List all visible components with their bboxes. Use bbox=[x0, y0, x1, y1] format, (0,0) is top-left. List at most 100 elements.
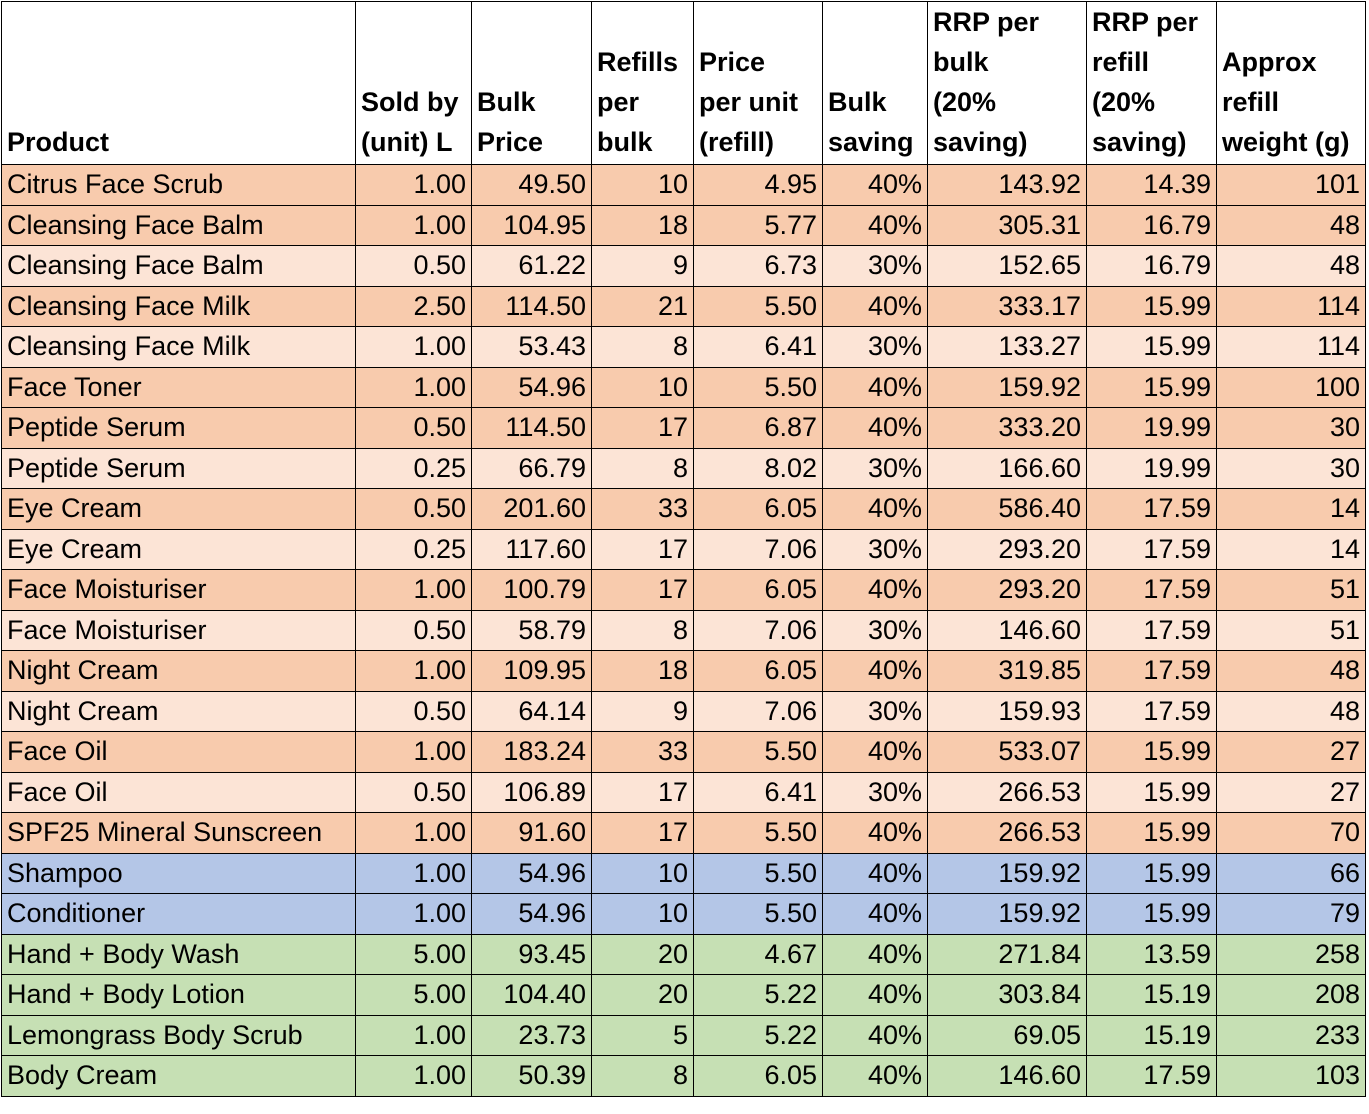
value-cell: 40% bbox=[822, 812, 928, 854]
header-cell: RRP per refill (20% saving) bbox=[1086, 1, 1217, 165]
value-cell: 20 bbox=[591, 933, 694, 975]
value-cell: 1.00 bbox=[355, 812, 472, 854]
product-cell: Face Moisturiser bbox=[1, 569, 356, 611]
value-cell: 133.27 bbox=[927, 326, 1087, 368]
value-cell: 48 bbox=[1216, 204, 1366, 246]
value-cell: 17.59 bbox=[1086, 528, 1217, 570]
value-cell: 17.59 bbox=[1086, 488, 1217, 530]
value-cell: 586.40 bbox=[927, 488, 1087, 530]
value-cell: 40% bbox=[822, 650, 928, 692]
value-cell: 40% bbox=[822, 852, 928, 894]
value-cell: 15.99 bbox=[1086, 326, 1217, 368]
value-cell: 30 bbox=[1216, 447, 1366, 489]
value-cell: 258 bbox=[1216, 933, 1366, 975]
value-cell: 6.41 bbox=[693, 771, 823, 813]
table-row: Lemongrass Body Scrub 1.00 23.73 5 5.22 40% 69… bbox=[1, 1014, 1366, 1056]
value-cell: 1.00 bbox=[355, 366, 472, 408]
value-cell: 54.96 bbox=[471, 366, 592, 408]
value-cell: 10 bbox=[591, 893, 694, 935]
header-cell: RRP per bulk (20% saving) bbox=[927, 1, 1087, 165]
value-cell: 109.95 bbox=[471, 650, 592, 692]
value-cell: 319.85 bbox=[927, 650, 1087, 692]
value-cell: 0.50 bbox=[355, 771, 472, 813]
value-cell: 0.50 bbox=[355, 245, 472, 287]
value-cell: 15.99 bbox=[1086, 852, 1217, 894]
value-cell: 8.02 bbox=[693, 447, 823, 489]
value-cell: 293.20 bbox=[927, 569, 1087, 611]
value-cell: 15.19 bbox=[1086, 974, 1217, 1016]
value-cell: 54.96 bbox=[471, 852, 592, 894]
value-cell: 8 bbox=[591, 609, 694, 651]
table-row: Face Toner 1.00 54.96 10 5.50 40% 159.92 15.99 1… bbox=[1, 366, 1366, 408]
value-cell: 5.22 bbox=[693, 974, 823, 1016]
value-cell: 266.53 bbox=[927, 771, 1087, 813]
value-cell: 69.05 bbox=[927, 1014, 1087, 1056]
value-cell: 305.31 bbox=[927, 204, 1087, 246]
product-cell: Face Oil bbox=[1, 731, 356, 773]
value-cell: 16.79 bbox=[1086, 204, 1217, 246]
value-cell: 201.60 bbox=[471, 488, 592, 530]
header-cell: Sold by (unit) L bbox=[355, 1, 472, 165]
value-cell: 117.60 bbox=[471, 528, 592, 570]
value-cell: 40% bbox=[822, 366, 928, 408]
value-cell: 5.00 bbox=[355, 933, 472, 975]
value-cell: 18 bbox=[591, 650, 694, 692]
value-cell: 17.59 bbox=[1086, 690, 1217, 732]
value-cell: 48 bbox=[1216, 245, 1366, 287]
product-cell: Cleansing Face Balm bbox=[1, 204, 356, 246]
product-cell: SPF25 Mineral Sunscreen bbox=[1, 812, 356, 854]
value-cell: 100.79 bbox=[471, 569, 592, 611]
value-cell: 17.59 bbox=[1086, 650, 1217, 692]
product-cell: Eye Cream bbox=[1, 528, 356, 570]
value-cell: 17.59 bbox=[1086, 1055, 1217, 1097]
value-cell: 9 bbox=[591, 245, 694, 287]
value-cell: 114 bbox=[1216, 285, 1366, 327]
table-row: Night Cream 0.50 64.14 9 7.06 30% 159.93 17.59 4… bbox=[1, 690, 1366, 732]
value-cell: 10 bbox=[591, 164, 694, 206]
table-row: Night Cream 1.00 109.95 18 6.05 40% 319.85 17.5… bbox=[1, 650, 1366, 692]
value-cell: 33 bbox=[591, 731, 694, 773]
value-cell: 8 bbox=[591, 326, 694, 368]
value-cell: 10 bbox=[591, 366, 694, 408]
value-cell: 6.87 bbox=[693, 407, 823, 449]
product-cell: Peptide Serum bbox=[1, 407, 356, 449]
value-cell: 40% bbox=[822, 488, 928, 530]
value-cell: 48 bbox=[1216, 690, 1366, 732]
table-row: Peptide Serum 0.50 114.50 17 6.87 40% 333.20 19… bbox=[1, 407, 1366, 449]
table-row: Face Moisturiser 0.50 58.79 8 7.06 30% 146.60 1… bbox=[1, 609, 1366, 651]
value-cell: 15.99 bbox=[1086, 366, 1217, 408]
value-cell: 27 bbox=[1216, 771, 1366, 813]
value-cell: 15.99 bbox=[1086, 812, 1217, 854]
value-cell: 333.20 bbox=[927, 407, 1087, 449]
value-cell: 4.95 bbox=[693, 164, 823, 206]
value-cell: 51 bbox=[1216, 569, 1366, 611]
table-row: Hand + Body Wash 5.00 93.45 20 4.67 40% 271.84… bbox=[1, 933, 1366, 975]
value-cell: 17 bbox=[591, 407, 694, 449]
value-cell: 70 bbox=[1216, 812, 1366, 854]
table-row: Eye Cream 0.25 117.60 17 7.06 30% 293.20 17.59 1… bbox=[1, 528, 1366, 570]
table-row: Face Oil 1.00 183.24 33 5.50 40% 533.07 15.99 27 bbox=[1, 731, 1366, 773]
value-cell: 30 bbox=[1216, 407, 1366, 449]
value-cell: 7.06 bbox=[693, 690, 823, 732]
header-cell: Bulk saving bbox=[822, 1, 928, 165]
value-cell: 1.00 bbox=[355, 1014, 472, 1056]
value-cell: 333.17 bbox=[927, 285, 1087, 327]
value-cell: 30% bbox=[822, 326, 928, 368]
header-row: Product Sold by (unit) L Bulk Price Refills… bbox=[1, 1, 1366, 165]
value-cell: 159.92 bbox=[927, 366, 1087, 408]
value-cell: 0.50 bbox=[355, 690, 472, 732]
product-cell: Citrus Face Scrub bbox=[1, 164, 356, 206]
value-cell: 114.50 bbox=[471, 407, 592, 449]
value-cell: 8 bbox=[591, 447, 694, 489]
value-cell: 1.00 bbox=[355, 731, 472, 773]
value-cell: 66.79 bbox=[471, 447, 592, 489]
value-cell: 183.24 bbox=[471, 731, 592, 773]
table-row: Body Cream 1.00 50.39 8 6.05 40% 146.60 17.59 10… bbox=[1, 1055, 1366, 1097]
value-cell: 5.22 bbox=[693, 1014, 823, 1056]
value-cell: 146.60 bbox=[927, 1055, 1087, 1097]
value-cell: 17 bbox=[591, 812, 694, 854]
value-cell: 66 bbox=[1216, 852, 1366, 894]
value-cell: 5.50 bbox=[693, 285, 823, 327]
value-cell: 114 bbox=[1216, 326, 1366, 368]
value-cell: 14 bbox=[1216, 528, 1366, 570]
